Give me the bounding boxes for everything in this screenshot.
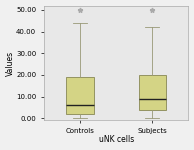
Y-axis label: Values: Values <box>6 50 15 76</box>
PathPatch shape <box>139 75 166 110</box>
PathPatch shape <box>66 77 94 114</box>
X-axis label: uNK cells: uNK cells <box>99 135 134 144</box>
